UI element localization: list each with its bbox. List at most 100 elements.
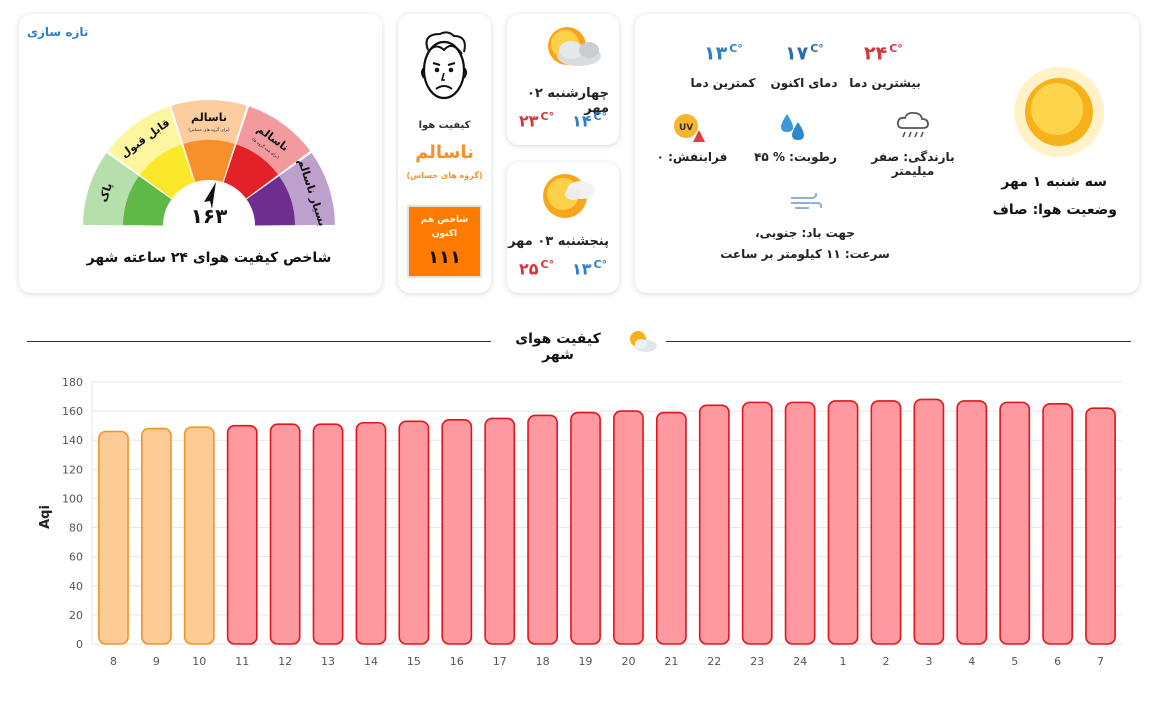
gauge-segment-band bbox=[81, 151, 139, 226]
now-temp-unit: C° bbox=[810, 42, 824, 55]
min-temp: ۱۳ C° bbox=[704, 42, 743, 64]
forecast-day-2: پنجشنبه ۰۳ مهر bbox=[508, 234, 609, 249]
gauge-pointer-icon bbox=[204, 182, 216, 209]
gauge-value: ۱۶۳ bbox=[190, 204, 228, 228]
x-tick-label: 11 bbox=[235, 655, 249, 668]
x-tick-label: 4 bbox=[968, 655, 975, 668]
gauge-segment-band bbox=[106, 104, 182, 175]
sad-face-icon bbox=[421, 31, 467, 100]
forecast-high-value-2: ۲۵ bbox=[519, 259, 539, 279]
air-quality-status: ناسالم bbox=[415, 142, 474, 163]
x-tick-label: 24 bbox=[793, 655, 807, 668]
y-tick-label: 160 bbox=[62, 405, 83, 418]
chart-bar[interactable] bbox=[613, 410, 644, 645]
x-tick-label: 9 bbox=[153, 655, 160, 668]
rain-cloud-icon bbox=[896, 111, 929, 138]
chart-bar[interactable] bbox=[269, 423, 301, 645]
chart-bar[interactable] bbox=[312, 423, 344, 645]
weather-condition: وضعیت هوا: صاف bbox=[992, 202, 1117, 218]
chart-bar[interactable] bbox=[140, 427, 172, 645]
partly-cloudy-icon bbox=[630, 331, 657, 352]
x-tick-label: 17 bbox=[493, 655, 507, 668]
y-tick-label: 140 bbox=[62, 434, 83, 447]
chart-bar[interactable] bbox=[999, 401, 1031, 645]
forecast-low-value-1: ۱۴ bbox=[572, 111, 592, 131]
forecast-low-unit-2: C° bbox=[593, 258, 608, 271]
chart-bar[interactable] bbox=[1042, 403, 1074, 645]
current-index-label: شاخص هم اکنون bbox=[420, 215, 469, 239]
x-tick-label: 23 bbox=[750, 655, 764, 668]
y-tick-label: 80 bbox=[69, 522, 83, 535]
refresh-button[interactable]: تازه سازی bbox=[27, 25, 89, 39]
x-tick-label: 14 bbox=[364, 655, 378, 668]
y-tick-label: 0 bbox=[76, 638, 83, 651]
x-tick-label: 8 bbox=[110, 655, 117, 668]
gauge-segment-band bbox=[236, 104, 312, 175]
chart-bar[interactable] bbox=[655, 411, 687, 645]
wind-speed: سرعت: ۱۱ کیلومتر بر ساعت bbox=[720, 247, 890, 261]
x-tick-label: 22 bbox=[707, 655, 721, 668]
x-tick-label: 18 bbox=[536, 655, 550, 668]
uv-badge-text: UV bbox=[679, 123, 693, 133]
humidity: رطوبت: % ۴۵ bbox=[754, 150, 837, 164]
gauge-segment-label: ناسالم bbox=[191, 111, 227, 124]
chart-bar[interactable] bbox=[527, 414, 559, 645]
max-temp: ۲۴ C° bbox=[864, 42, 903, 64]
chart-bar[interactable] bbox=[741, 401, 773, 645]
uv-index: فرابنفش: ۰ bbox=[656, 150, 728, 164]
aqi-bar-chart: 8 9 10 11 12 13 14 15 16 17 18 19 20 21 22 23 24 1 2 3 4 5 6 7 … bbox=[38, 376, 1122, 668]
wind-icon bbox=[791, 192, 823, 209]
y-tick-label: 180 bbox=[62, 376, 83, 389]
forecast-low-unit-1: C° bbox=[593, 110, 608, 123]
forecast-low-value-2: ۱۳ bbox=[572, 259, 592, 279]
y-tick-label: 20 bbox=[69, 609, 83, 622]
chart-bar[interactable] bbox=[355, 421, 387, 645]
chart-bar[interactable] bbox=[784, 401, 816, 645]
chart-bar[interactable] bbox=[956, 400, 988, 645]
x-tick-label: 2 bbox=[882, 655, 889, 668]
forecast-card-1: چهارشنبه ۰۲ مهر ۱۴ C° ۲۳ C° bbox=[507, 14, 619, 145]
chart-bar[interactable] bbox=[570, 411, 601, 645]
chart-bar[interactable] bbox=[484, 417, 516, 645]
chart-bar[interactable] bbox=[827, 400, 859, 645]
max-temp-value: ۲۴ bbox=[864, 42, 888, 65]
chart-bar[interactable] bbox=[1085, 407, 1116, 645]
y-tick-label: 100 bbox=[62, 492, 83, 505]
humidity-drops-icon bbox=[781, 114, 804, 140]
now-temp-value: ۱۷ bbox=[785, 42, 809, 65]
chart-bar[interactable] bbox=[398, 420, 430, 645]
chart-bar[interactable] bbox=[441, 419, 473, 645]
partly-cloudy-icon bbox=[548, 27, 601, 66]
forecast-day-1: چهارشنبه ۰۲ مهر bbox=[527, 86, 609, 116]
min-temp-label: کمترین دما bbox=[690, 76, 756, 90]
forecast-high-unit-2: C° bbox=[540, 258, 555, 271]
aqi-gauge-card: تازه سازی پاک قابل قبول ناسالم (برای گروه ه… bbox=[19, 14, 382, 293]
chart-bar[interactable] bbox=[226, 424, 258, 645]
rainfall: بارندگی: صفر میلیمتر bbox=[871, 150, 955, 178]
y-axis-label: Aqi bbox=[38, 505, 53, 529]
x-tick-label: 16 bbox=[450, 655, 464, 668]
aqi-card-title: شاخص کیفیت هوای ۲۴ ساعته شهر bbox=[86, 250, 332, 266]
gauge-segment-band bbox=[170, 97, 248, 144]
chart-bar[interactable] bbox=[698, 404, 730, 645]
max-temp-unit: C° bbox=[889, 42, 903, 55]
x-tick-label: 1 bbox=[840, 655, 847, 668]
forecast-high-2: ۲۵ C° bbox=[519, 258, 554, 278]
sun-icon bbox=[1014, 67, 1104, 157]
chart-bar[interactable] bbox=[870, 400, 902, 645]
partly-cloudy-icon bbox=[543, 174, 595, 218]
air-quality-label: کیفیت هوا bbox=[418, 120, 471, 131]
x-tick-label: 12 bbox=[278, 655, 292, 668]
gauge-segment-label: پاک bbox=[97, 181, 115, 204]
forecast-low-2: ۱۳ C° bbox=[572, 258, 607, 278]
section-title: کیفیت هوای شهر bbox=[515, 331, 601, 363]
x-tick-label: 10 bbox=[192, 655, 206, 668]
chart-bar[interactable] bbox=[913, 398, 945, 645]
wind-direction: جهت باد: جنوبی، bbox=[755, 226, 855, 240]
y-tick-label: 40 bbox=[69, 580, 83, 593]
min-temp-value: ۱۳ bbox=[704, 42, 728, 65]
chart-bar[interactable] bbox=[183, 426, 215, 645]
y-tick-label: 60 bbox=[69, 551, 83, 564]
x-tick-label: 19 bbox=[579, 655, 593, 668]
chart-bar[interactable] bbox=[98, 430, 129, 645]
